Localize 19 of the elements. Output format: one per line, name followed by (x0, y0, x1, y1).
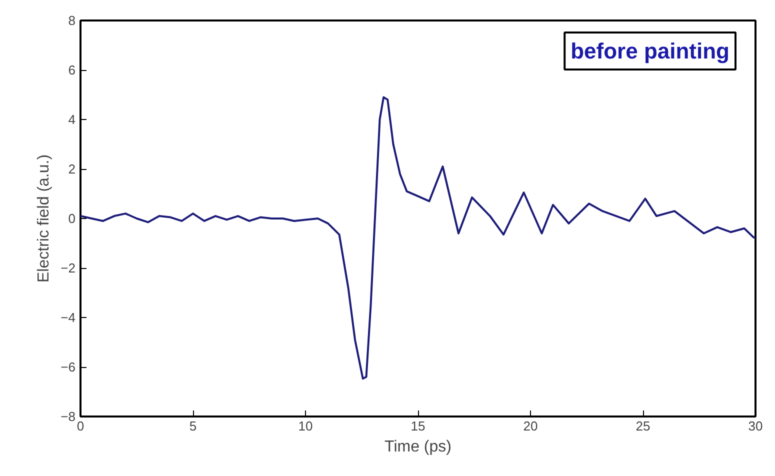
x-tick-label: 20 (523, 418, 538, 434)
x-axis-title: Time (ps) (384, 438, 452, 456)
x-tick-label: 15 (410, 418, 426, 434)
x-tick-label: 25 (636, 418, 650, 434)
x-tick-label: 30 (748, 418, 763, 434)
y-tick-label: −4 (60, 310, 76, 325)
y-tick-label: −6 (60, 360, 76, 374)
y-tick-label: 4 (68, 112, 76, 127)
line-series (80, 96, 756, 380)
annotation: before painting (570, 38, 730, 64)
y-tick-label: 2 (68, 162, 76, 176)
y-tick-label: 0 (68, 211, 76, 226)
y-tick-label: 6 (68, 62, 76, 78)
y-axis-title: Electric field (a.u.) (36, 154, 53, 283)
y-tick-label: −2 (60, 260, 76, 276)
x-tick-label: 10 (298, 418, 313, 434)
x-tick-label: 5 (189, 418, 197, 434)
y-tick-label: 8 (68, 13, 76, 28)
y-tick-label: −8 (60, 409, 76, 424)
